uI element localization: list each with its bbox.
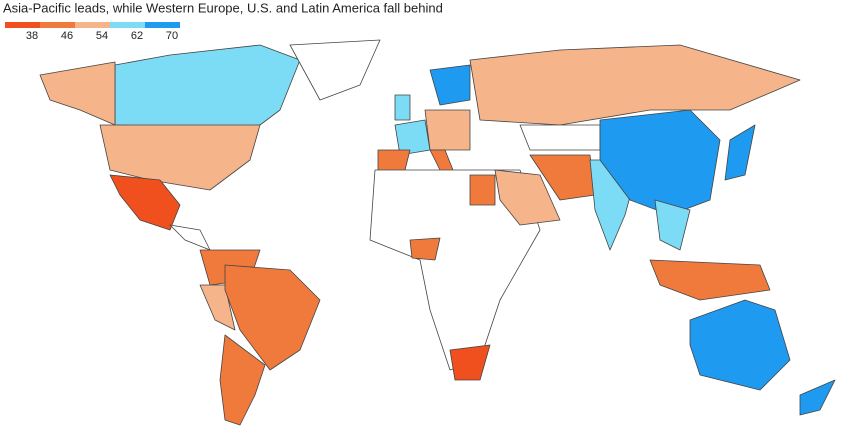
- country-region: [469, 174, 496, 206]
- country-region: [219, 334, 266, 426]
- country-region: [169, 224, 211, 251]
- legend-swatch: [75, 22, 110, 28]
- legend-tick-label: 46: [61, 30, 73, 42]
- country-region: [224, 264, 321, 371]
- country-region: [799, 379, 836, 416]
- legend-swatch: [40, 22, 75, 28]
- country-region: [469, 44, 801, 126]
- country-region: [109, 174, 181, 231]
- country-region: [377, 149, 411, 173]
- title: Asia-Pacific leads, while Western Europe…: [3, 0, 443, 15]
- country-region: [409, 237, 441, 261]
- country-region: [39, 61, 116, 126]
- legend-tick-label: 54: [96, 30, 108, 42]
- country-region: [519, 124, 601, 151]
- country-region: [649, 259, 771, 301]
- country-region: [724, 124, 756, 181]
- legend-swatch: [145, 22, 180, 28]
- legend-tick-label: 70: [166, 30, 178, 42]
- legend-swatch: [5, 22, 40, 28]
- country-region: [494, 169, 561, 226]
- country-region: [199, 284, 236, 331]
- country-region: [289, 39, 381, 101]
- country-region: [429, 64, 471, 106]
- country-region: [424, 109, 471, 151]
- legend-tick-label: 38: [26, 30, 38, 42]
- legend-swatch: [110, 22, 145, 28]
- country-region: [599, 109, 721, 216]
- country-region: [654, 199, 691, 251]
- legend-tick-label: 62: [131, 30, 143, 42]
- country-region: [689, 299, 791, 391]
- country-region: [99, 124, 261, 191]
- country-region: [394, 94, 411, 121]
- country-region: [449, 344, 491, 381]
- country-region: [114, 44, 301, 129]
